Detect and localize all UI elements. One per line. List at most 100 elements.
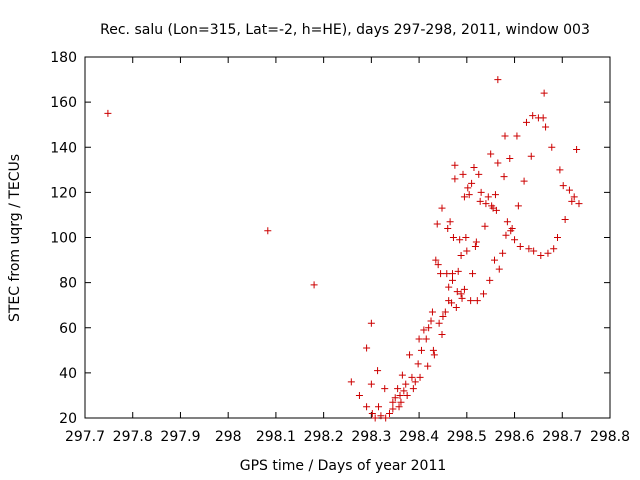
data-point (501, 132, 509, 140)
data-point (375, 403, 383, 411)
data-point (371, 414, 379, 422)
data-point (537, 252, 545, 260)
data-point (382, 414, 390, 422)
data-point (449, 270, 456, 278)
data-point (491, 191, 499, 199)
data-point (477, 188, 485, 196)
data-point (514, 202, 522, 210)
data-point (494, 159, 502, 167)
x-tick-label: 298.5 (447, 429, 487, 445)
data-point (539, 114, 547, 122)
data-point (437, 270, 445, 278)
data-point (409, 385, 417, 393)
plot-frame (84, 56, 611, 419)
data-point (449, 276, 456, 284)
data-point (397, 398, 405, 406)
data-point (468, 179, 476, 187)
data-point (554, 234, 561, 241)
data-point (516, 243, 524, 251)
data-point (433, 220, 441, 228)
data-point (429, 346, 437, 354)
data-point (448, 299, 456, 307)
data-point (469, 270, 477, 278)
data-point (420, 326, 428, 334)
data-point (482, 200, 490, 208)
data-point (465, 191, 473, 199)
data-point (506, 155, 514, 163)
data-point (570, 193, 578, 201)
data-point (480, 290, 488, 298)
data-point (398, 371, 406, 379)
data-point (573, 146, 581, 154)
y-tick-label: 100 (50, 231, 77, 247)
data-point (463, 247, 471, 255)
data-point (565, 186, 573, 194)
data-point (367, 319, 375, 327)
data-point (457, 290, 465, 298)
data-point (449, 234, 457, 241)
data-point (374, 367, 382, 375)
data-point (481, 222, 489, 230)
data-point (438, 204, 446, 212)
y-tick-label: 60 (59, 321, 77, 337)
data-point (486, 276, 494, 284)
data-point (508, 224, 516, 232)
data-point (503, 218, 511, 226)
data-point (389, 405, 397, 413)
data-point (471, 243, 479, 251)
data-point (462, 234, 470, 241)
y-axis-label: STEC from uqrg / TECUs (7, 154, 23, 322)
x-tick-label: 297.9 (160, 429, 200, 445)
data-point (310, 281, 318, 289)
data-point (472, 238, 480, 246)
data-point (347, 378, 355, 386)
data-point (456, 236, 464, 244)
data-point (446, 218, 454, 226)
y-tick-label: 160 (50, 95, 77, 111)
data-point (457, 252, 465, 260)
data-point (414, 360, 422, 368)
data-point (494, 76, 502, 84)
data-point (559, 182, 567, 190)
data-point (513, 132, 521, 140)
x-tick-label: 297.7 (65, 429, 105, 445)
data-point (367, 380, 375, 388)
data-point (495, 265, 503, 273)
data-point (355, 391, 363, 399)
x-tick-label: 298.3 (351, 429, 391, 445)
data-point (561, 215, 569, 223)
data-point (460, 285, 468, 293)
data-point (438, 331, 446, 339)
data-point (550, 245, 558, 253)
data-point (445, 283, 453, 291)
data-point (467, 297, 475, 305)
data-point (520, 177, 528, 185)
data-point (451, 161, 459, 169)
data-point (530, 247, 538, 255)
x-tick-label: 297.8 (113, 429, 153, 445)
data-point (522, 118, 530, 126)
data-point (575, 200, 583, 208)
y-tick-label: 40 (59, 366, 77, 382)
y-tick-label: 20 (59, 411, 77, 427)
data-point (391, 394, 399, 402)
data-point (432, 256, 440, 264)
data-point (464, 184, 472, 192)
data-point (264, 227, 272, 235)
data-point (499, 249, 507, 257)
data-point (484, 193, 492, 201)
data-point (363, 403, 371, 411)
x-tick-label: 298.1 (256, 429, 296, 445)
data-point (458, 294, 466, 302)
data-point (444, 224, 452, 232)
data-point (459, 170, 467, 178)
data-point (492, 206, 500, 214)
data-point (377, 412, 385, 420)
data-point (453, 288, 461, 296)
data-point (548, 143, 556, 151)
y-tick-label: 180 (50, 50, 77, 66)
y-tick-label: 140 (50, 140, 77, 156)
data-point (430, 351, 438, 359)
data-point (525, 245, 533, 253)
